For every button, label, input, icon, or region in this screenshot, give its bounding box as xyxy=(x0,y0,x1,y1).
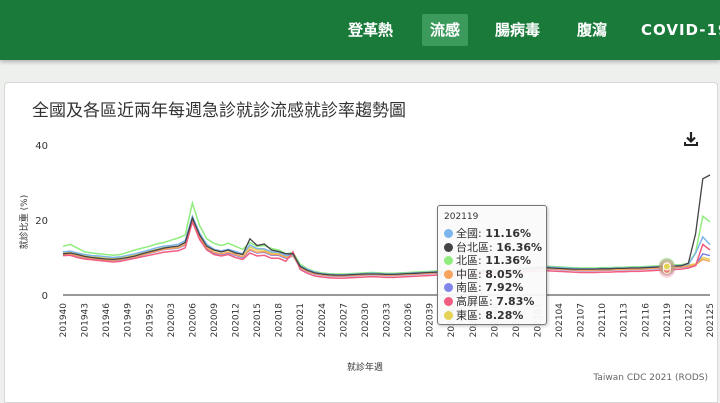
tooltip-row: 北區: 11.36% xyxy=(444,254,531,267)
series-color-dot-icon xyxy=(444,256,453,266)
tooltip-series-value: 16.36% xyxy=(496,240,543,254)
x-tick-label: 202018 xyxy=(275,303,285,338)
series-color-dot-icon xyxy=(444,269,453,279)
chart-tooltip: 202119 全國: 11.16% 台北區: 16.36% 北區: 11.36% 中區… xyxy=(437,205,547,325)
nav-item-diarrhea[interactable]: 腹瀉 xyxy=(577,21,608,39)
tooltip-series-value: 7.83% xyxy=(496,295,535,308)
x-tick-label: 202036 xyxy=(404,303,414,338)
x-tick-label: 202113 xyxy=(620,303,630,337)
tooltip-series-name: 北區: xyxy=(456,254,486,268)
series-line-5 xyxy=(62,219,711,279)
nav-item-dengue[interactable]: 登革熱 xyxy=(348,21,394,39)
x-tick-label: 202021 xyxy=(296,303,306,337)
tooltip-row: 南區: 7.92% xyxy=(444,281,523,294)
x-tick-label: 202039 xyxy=(426,303,436,338)
tooltip-week: 202119 xyxy=(444,212,479,222)
x-tick-label: 202009 xyxy=(210,303,220,338)
chart-credit: Taiwan CDC 2021 (RODS) xyxy=(592,373,708,383)
tooltip-series-name: 高屏區: xyxy=(456,295,497,308)
top-nav-bar: 登革熱 流感 腸病毒 腹瀉 COVID-19 xyxy=(0,0,720,60)
tooltip-series-value: 7.92% xyxy=(485,281,524,295)
x-tick-label: 201946 xyxy=(102,303,112,338)
series-line-0 xyxy=(62,214,711,276)
series-line-2 xyxy=(62,200,711,275)
chart-title: 全國及各區近兩年每週急診就診流感就診率趨勢圖 xyxy=(32,101,406,121)
tooltip-series-name: 中區: xyxy=(456,267,486,281)
x-tick-label: 202033 xyxy=(383,303,393,337)
x-tick-label: 202125 xyxy=(706,303,716,337)
tooltip-row: 東區: 8.28% xyxy=(444,309,523,322)
y-tick-label: 20 xyxy=(35,216,48,227)
series-line-6 xyxy=(62,214,711,276)
tooltip-series-name: 東區: xyxy=(456,308,486,322)
y-tick-label: 40 xyxy=(35,141,48,152)
x-tick-label: 202006 xyxy=(188,303,198,338)
x-tick-label: 202104 xyxy=(555,303,565,338)
tooltip-series-value: 8.28% xyxy=(485,308,524,322)
tooltip-row: 全國: 11.16% xyxy=(444,227,531,240)
tooltip-series-value: 8.05% xyxy=(485,267,524,281)
nav-item-covid19[interactable]: COVID-19 xyxy=(641,21,720,39)
x-tick-label: 202107 xyxy=(577,303,587,337)
x-tick-label: 202012 xyxy=(232,303,242,337)
x-tick-label: 201949 xyxy=(124,303,134,338)
x-tick-label: 202116 xyxy=(641,303,651,338)
x-tick-label: 202119 xyxy=(663,303,673,338)
x-tick-label: 202024 xyxy=(318,303,328,338)
tooltip-series-value: 11.36% xyxy=(485,254,532,268)
x-tick-label: 202027 xyxy=(339,303,349,337)
x-tick-label: 201943 xyxy=(81,303,91,337)
x-tick-label: 201952 xyxy=(145,303,155,337)
tooltip-series-name: 南區: xyxy=(456,281,486,295)
x-tick-label: 202030 xyxy=(361,303,371,338)
x-tick-label: 201940 xyxy=(59,303,69,338)
x-tick-label: 202122 xyxy=(684,303,694,337)
chart-card xyxy=(4,82,718,403)
x-tick-label: 202015 xyxy=(253,303,263,337)
series-color-dot-icon xyxy=(444,297,453,306)
x-axis-title: 就診年週 xyxy=(347,361,383,373)
series-line-3 xyxy=(62,217,711,277)
series-color-dot-icon xyxy=(444,283,453,293)
hover-point-6 xyxy=(662,262,671,271)
tooltip-series-value: 11.16% xyxy=(485,227,532,240)
series-color-dot-icon xyxy=(444,310,453,320)
tooltip-row: 台北區: 16.36% xyxy=(444,241,542,254)
series-color-dot-icon xyxy=(444,242,453,252)
nav-item-influenza[interactable]: 流感 xyxy=(422,14,469,46)
tooltip-row: 高屏區: 7.83% xyxy=(444,295,534,308)
nav-item-enterovirus[interactable]: 腸病毒 xyxy=(495,21,541,39)
tooltip-row: 中區: 8.05% xyxy=(444,268,523,281)
y-tick-label: 0 xyxy=(42,291,48,302)
series-color-dot-icon xyxy=(444,229,453,238)
y-axis-title: 就診比重 (%) xyxy=(18,195,30,249)
series-line-1 xyxy=(62,174,711,276)
tooltip-series-name: 台北區: xyxy=(456,240,497,254)
x-tick-label: 202003 xyxy=(167,303,177,337)
tooltip-series-name: 全國: xyxy=(456,227,486,240)
download-icon[interactable] xyxy=(682,130,700,148)
x-tick-label: 202110 xyxy=(598,303,608,338)
